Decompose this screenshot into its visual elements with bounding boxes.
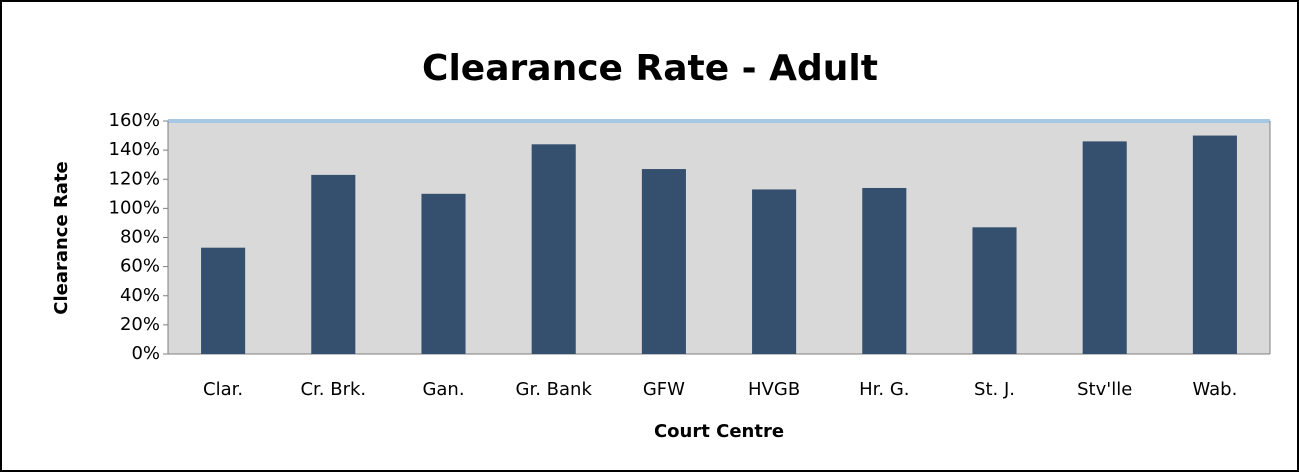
bar (641, 169, 686, 354)
x-tick-label: Wab. (1192, 379, 1237, 400)
chart-title: Clearance Rate - Adult (422, 48, 878, 89)
y-tick-label: 20% (120, 314, 160, 335)
y-axis-title: Clearance Rate (51, 161, 72, 315)
y-tick-label: 140% (109, 139, 160, 160)
bar (311, 174, 356, 354)
bar (972, 227, 1017, 354)
y-tick-label: 40% (120, 285, 160, 306)
bar (531, 144, 576, 354)
x-axis-title: Court Centre (654, 421, 784, 442)
x-tick-label: St. J. (974, 379, 1015, 400)
y-tick-label: 80% (120, 227, 160, 248)
y-tick-label: 100% (109, 197, 160, 218)
y-tick-label: 120% (109, 168, 160, 189)
bar (862, 187, 907, 354)
bar (1082, 141, 1127, 354)
bar (1192, 135, 1237, 354)
x-tick-label: Stv'lle (1077, 379, 1132, 400)
x-tick-label: HVGB (748, 379, 800, 400)
x-tick-label: Gan. (422, 379, 464, 400)
y-tick-label: 0% (131, 343, 160, 364)
x-tick-label: Cr. Brk. (300, 379, 366, 400)
y-tick-label: 160% (109, 110, 160, 131)
x-tick-label: Hr. G. (859, 379, 909, 400)
y-tick-label: 60% (120, 256, 160, 277)
x-tick-label: Clar. (203, 379, 243, 400)
x-tick-label: Gr. Bank (516, 379, 593, 400)
bar (201, 247, 246, 354)
bar (752, 189, 797, 354)
x-tick-label: GFW (643, 379, 685, 400)
bar (421, 193, 466, 354)
